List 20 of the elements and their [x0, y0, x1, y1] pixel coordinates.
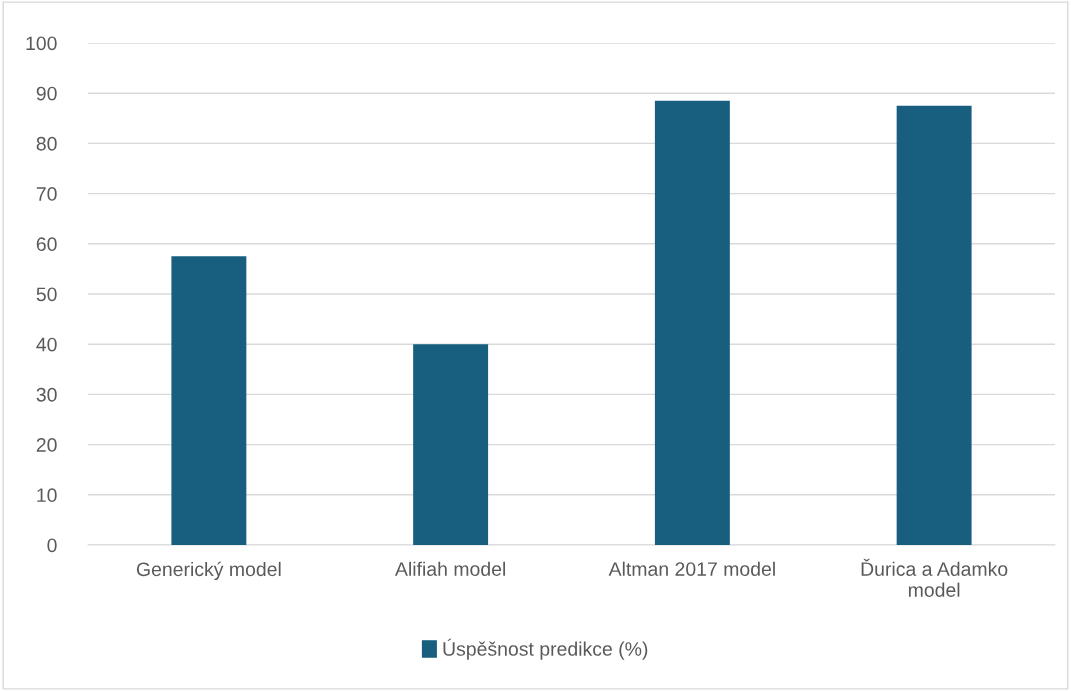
y-tick-label: 50 — [36, 287, 57, 302]
x-tick-label: Altman 2017 model — [608, 561, 775, 576]
legend-label: Úspěšnost predikce (%) — [443, 638, 648, 660]
y-tick-label: 20 — [36, 438, 57, 452]
bar — [654, 100, 730, 545]
y-tick-label: 30 — [36, 387, 57, 402]
y-tick-label: 80 — [36, 136, 57, 151]
y-tick-label: 70 — [36, 187, 57, 201]
bar — [896, 105, 972, 545]
y-tick-label: 90 — [36, 86, 57, 101]
x-tick-label: Ďurica a Adamko model — [861, 558, 1008, 597]
y-tick-label: 60 — [36, 237, 57, 252]
bar — [413, 344, 489, 545]
x-tick-label: Alifiah model — [395, 561, 505, 576]
x-tick-label: Generický model — [136, 561, 281, 581]
y-tick-label: 10 — [37, 488, 57, 503]
y-tick-label: 100 — [26, 36, 57, 51]
y-tick-label: 40 — [36, 337, 57, 352]
bar — [171, 256, 247, 545]
y-tick-label: 0 — [47, 538, 57, 553]
